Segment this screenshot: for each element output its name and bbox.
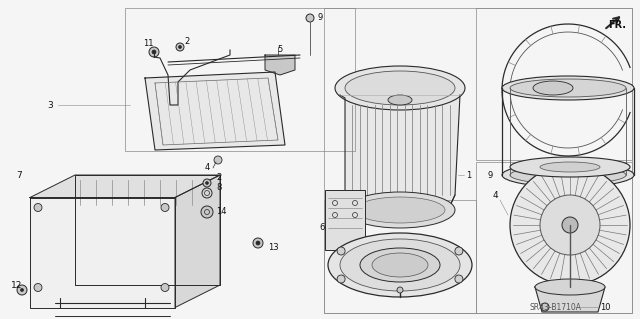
Ellipse shape	[340, 239, 460, 291]
Circle shape	[455, 247, 463, 255]
Ellipse shape	[388, 95, 412, 105]
Ellipse shape	[533, 81, 573, 95]
Circle shape	[20, 288, 24, 292]
Ellipse shape	[510, 157, 630, 177]
Circle shape	[253, 238, 263, 248]
Ellipse shape	[372, 253, 428, 277]
Bar	[325, 190, 365, 250]
Circle shape	[562, 217, 578, 233]
Circle shape	[540, 195, 600, 255]
Circle shape	[203, 179, 211, 187]
Text: 8: 8	[216, 183, 221, 192]
Bar	[125, 8, 355, 151]
Ellipse shape	[328, 233, 472, 297]
Circle shape	[337, 247, 345, 255]
Ellipse shape	[502, 76, 634, 100]
Ellipse shape	[510, 79, 626, 97]
Ellipse shape	[502, 163, 634, 187]
Ellipse shape	[335, 66, 465, 110]
Polygon shape	[175, 175, 220, 308]
Text: 12: 12	[11, 280, 22, 290]
Circle shape	[214, 156, 222, 164]
Circle shape	[17, 285, 27, 295]
Polygon shape	[265, 55, 295, 75]
Text: 10: 10	[600, 302, 611, 311]
Bar	[476, 8, 632, 160]
Circle shape	[306, 14, 314, 22]
Text: 9: 9	[488, 170, 493, 180]
Ellipse shape	[355, 197, 445, 223]
Text: 4: 4	[492, 190, 498, 199]
Circle shape	[337, 275, 345, 283]
Text: 5: 5	[277, 46, 283, 55]
Bar	[324, 200, 476, 313]
Ellipse shape	[345, 71, 455, 105]
Circle shape	[34, 284, 42, 292]
Circle shape	[541, 303, 549, 311]
Circle shape	[149, 47, 159, 57]
Circle shape	[34, 204, 42, 211]
Circle shape	[161, 204, 169, 211]
Circle shape	[205, 182, 209, 184]
Circle shape	[152, 50, 156, 54]
Polygon shape	[145, 72, 285, 150]
Ellipse shape	[345, 192, 455, 228]
Text: 13: 13	[268, 243, 278, 253]
Text: 9: 9	[318, 13, 323, 23]
Polygon shape	[75, 175, 220, 285]
Circle shape	[256, 241, 260, 245]
Text: 7: 7	[16, 170, 22, 180]
Circle shape	[179, 46, 182, 48]
Circle shape	[161, 284, 169, 292]
Polygon shape	[30, 175, 220, 197]
Circle shape	[176, 43, 184, 51]
Polygon shape	[535, 287, 605, 312]
Text: 3: 3	[47, 100, 53, 109]
Ellipse shape	[535, 279, 605, 295]
Polygon shape	[30, 197, 175, 308]
Circle shape	[455, 275, 463, 283]
Polygon shape	[340, 95, 460, 210]
Circle shape	[201, 206, 213, 218]
Bar	[324, 8, 632, 313]
Text: 11: 11	[143, 39, 153, 48]
Circle shape	[510, 165, 630, 285]
Text: 2: 2	[216, 174, 221, 182]
Ellipse shape	[540, 162, 600, 172]
Text: 4: 4	[205, 164, 210, 173]
Text: 1: 1	[466, 170, 471, 180]
Circle shape	[397, 287, 403, 293]
Text: 2: 2	[184, 38, 189, 47]
Bar	[476, 162, 632, 313]
Text: 6: 6	[319, 222, 324, 232]
Text: SR43-B1710A: SR43-B1710A	[529, 303, 581, 313]
Ellipse shape	[360, 248, 440, 282]
Text: 14: 14	[216, 207, 227, 217]
Text: FR.: FR.	[608, 20, 626, 30]
Ellipse shape	[510, 166, 626, 184]
